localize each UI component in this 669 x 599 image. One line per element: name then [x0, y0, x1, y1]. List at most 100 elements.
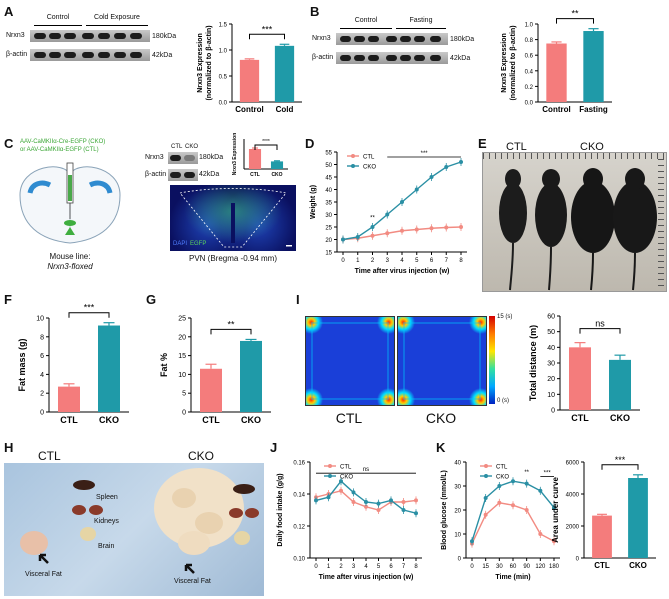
blot-group-label: CKO	[185, 144, 199, 150]
y-tick-label: 0	[40, 410, 44, 417]
heatmap-ctl	[305, 316, 395, 406]
y-axis-label: Area under curve	[551, 477, 560, 543]
blot-row-label: β-actin	[6, 51, 28, 58]
point-ctl	[459, 225, 463, 229]
x-tick-label: 4	[364, 564, 368, 570]
point-ctl	[414, 498, 418, 503]
panel-letter-c: C	[4, 136, 14, 151]
bar-cko	[270, 161, 284, 169]
x-tick-label: 8	[459, 258, 463, 264]
point-cko	[414, 511, 418, 516]
y-axis-label: Weight (g)	[310, 185, 317, 219]
size-label: 180kDa	[199, 154, 224, 161]
y-tick-label: 50	[547, 329, 555, 336]
organ-label: Spleen	[96, 494, 118, 501]
organs-photo: Spleen Kidneys Brain Visceral Fat Viscer…	[4, 463, 264, 596]
legend-marker	[351, 164, 355, 168]
y-tick-label: 30	[454, 485, 461, 491]
point-ctl	[511, 503, 515, 508]
blot-group-label: Cold Exposure	[94, 14, 140, 21]
y-tick-label: 10	[36, 316, 44, 323]
label-cko: CKO	[580, 141, 604, 153]
pvn-caption: PVN (Bregma -0.94 mm)	[188, 254, 278, 263]
size-label: 180kDa	[450, 36, 475, 43]
x-tick-label: 6	[389, 564, 393, 570]
bar-ctl	[58, 386, 80, 412]
significance-label: **	[370, 216, 375, 222]
fluor-legend-egfp: EGFP	[190, 241, 207, 247]
y-tick-label: 6000	[566, 461, 580, 467]
point-ctl	[444, 225, 449, 230]
y-tick-label: 30	[547, 361, 555, 368]
group-line	[86, 25, 148, 26]
point-ctl	[483, 512, 488, 517]
x-tick-label: 0	[341, 258, 345, 264]
point-cko	[470, 539, 474, 544]
y-tick-label: 25	[325, 226, 332, 232]
point-ctl	[414, 227, 419, 232]
point-ctl	[364, 504, 368, 509]
y-tick-label: 20	[454, 509, 461, 515]
heatmap-label-ctl: CTL	[335, 410, 363, 426]
x-tick-label: CKO	[610, 413, 630, 423]
significance-label: ***	[615, 455, 626, 465]
significance-label: **	[571, 9, 579, 19]
blot-row-label: Nrxn3	[312, 35, 331, 42]
y-tick-label: 35	[325, 201, 332, 207]
significance-bracket	[579, 328, 621, 334]
x-tick-label: 120	[535, 564, 546, 570]
x-tick-label: 7	[445, 258, 449, 264]
y-axis-label: Daily food intake (g/g)	[277, 473, 284, 546]
panel-letter-h: H	[4, 440, 14, 455]
chart-k-auc: 0 2000 4000 6000 CTL CKO Area under curve ***	[551, 455, 656, 570]
y-tick-label: 0.14	[293, 493, 305, 499]
y-tick-label: 0.8	[525, 38, 534, 44]
x-tick-label: Control	[235, 105, 263, 114]
y-axis-label: Blood glucose (mmol/L)	[441, 470, 448, 550]
point-ctl	[400, 228, 404, 233]
significance-bracket	[210, 328, 252, 335]
legend-marker	[328, 474, 332, 478]
point-ctl	[429, 226, 434, 231]
y-tick-label: 1.0	[219, 49, 228, 55]
x-tick-label: 2	[339, 564, 343, 570]
label-cko: CKO	[188, 449, 215, 463]
panel-letter-i: I	[296, 292, 300, 307]
blot-group-label: Control	[46, 14, 70, 21]
y-axis-label: Nrxn3 Expression	[197, 33, 204, 93]
heatmap-cko	[397, 316, 487, 406]
y-tick-label: 20	[178, 334, 186, 341]
y-tick-label: 0	[182, 410, 186, 417]
brain-schematic	[19, 162, 121, 244]
y-tick-label: 25	[178, 316, 186, 323]
y-tick-label: 40	[454, 461, 461, 467]
legend-label: CKO	[363, 165, 376, 171]
blot-row-label: Nrxn3	[145, 154, 164, 161]
western-blot-nrxn3	[336, 33, 448, 45]
chart-a: 0.0 0.5 1.0 1.5 Control Cold Nrxn3 Expression(…	[197, 23, 302, 114]
point-cko	[326, 495, 331, 500]
bar-cko	[240, 340, 262, 412]
y-tick-label: 15	[178, 353, 186, 360]
point-cko	[339, 479, 343, 484]
y-axis-label: Fat %	[159, 353, 169, 377]
x-tick-label: 6	[430, 258, 434, 264]
chart-b: 0.0 0.2 0.4 0.6 0.8 1.0 Control Fasting Nrxn3 Ex…	[501, 9, 612, 114]
western-blot-nrxn3	[30, 30, 150, 42]
significance-label: ***	[84, 303, 95, 313]
significance-label: ****	[262, 139, 270, 145]
point-ctl	[552, 539, 556, 544]
x-tick-label: Control	[542, 105, 570, 114]
y-tick-label: 4	[40, 372, 44, 379]
x-tick-label: CKO	[271, 172, 282, 178]
panel-letter-j: J	[270, 440, 278, 455]
x-tick-label: 1	[327, 564, 331, 570]
point-cko	[538, 488, 543, 493]
point-cko	[483, 496, 488, 500]
y-tick-label: 5	[182, 391, 186, 398]
x-tick-label: 5	[377, 564, 381, 570]
y-tick-label: 10	[454, 533, 461, 539]
size-label: 42kDa	[199, 171, 220, 178]
